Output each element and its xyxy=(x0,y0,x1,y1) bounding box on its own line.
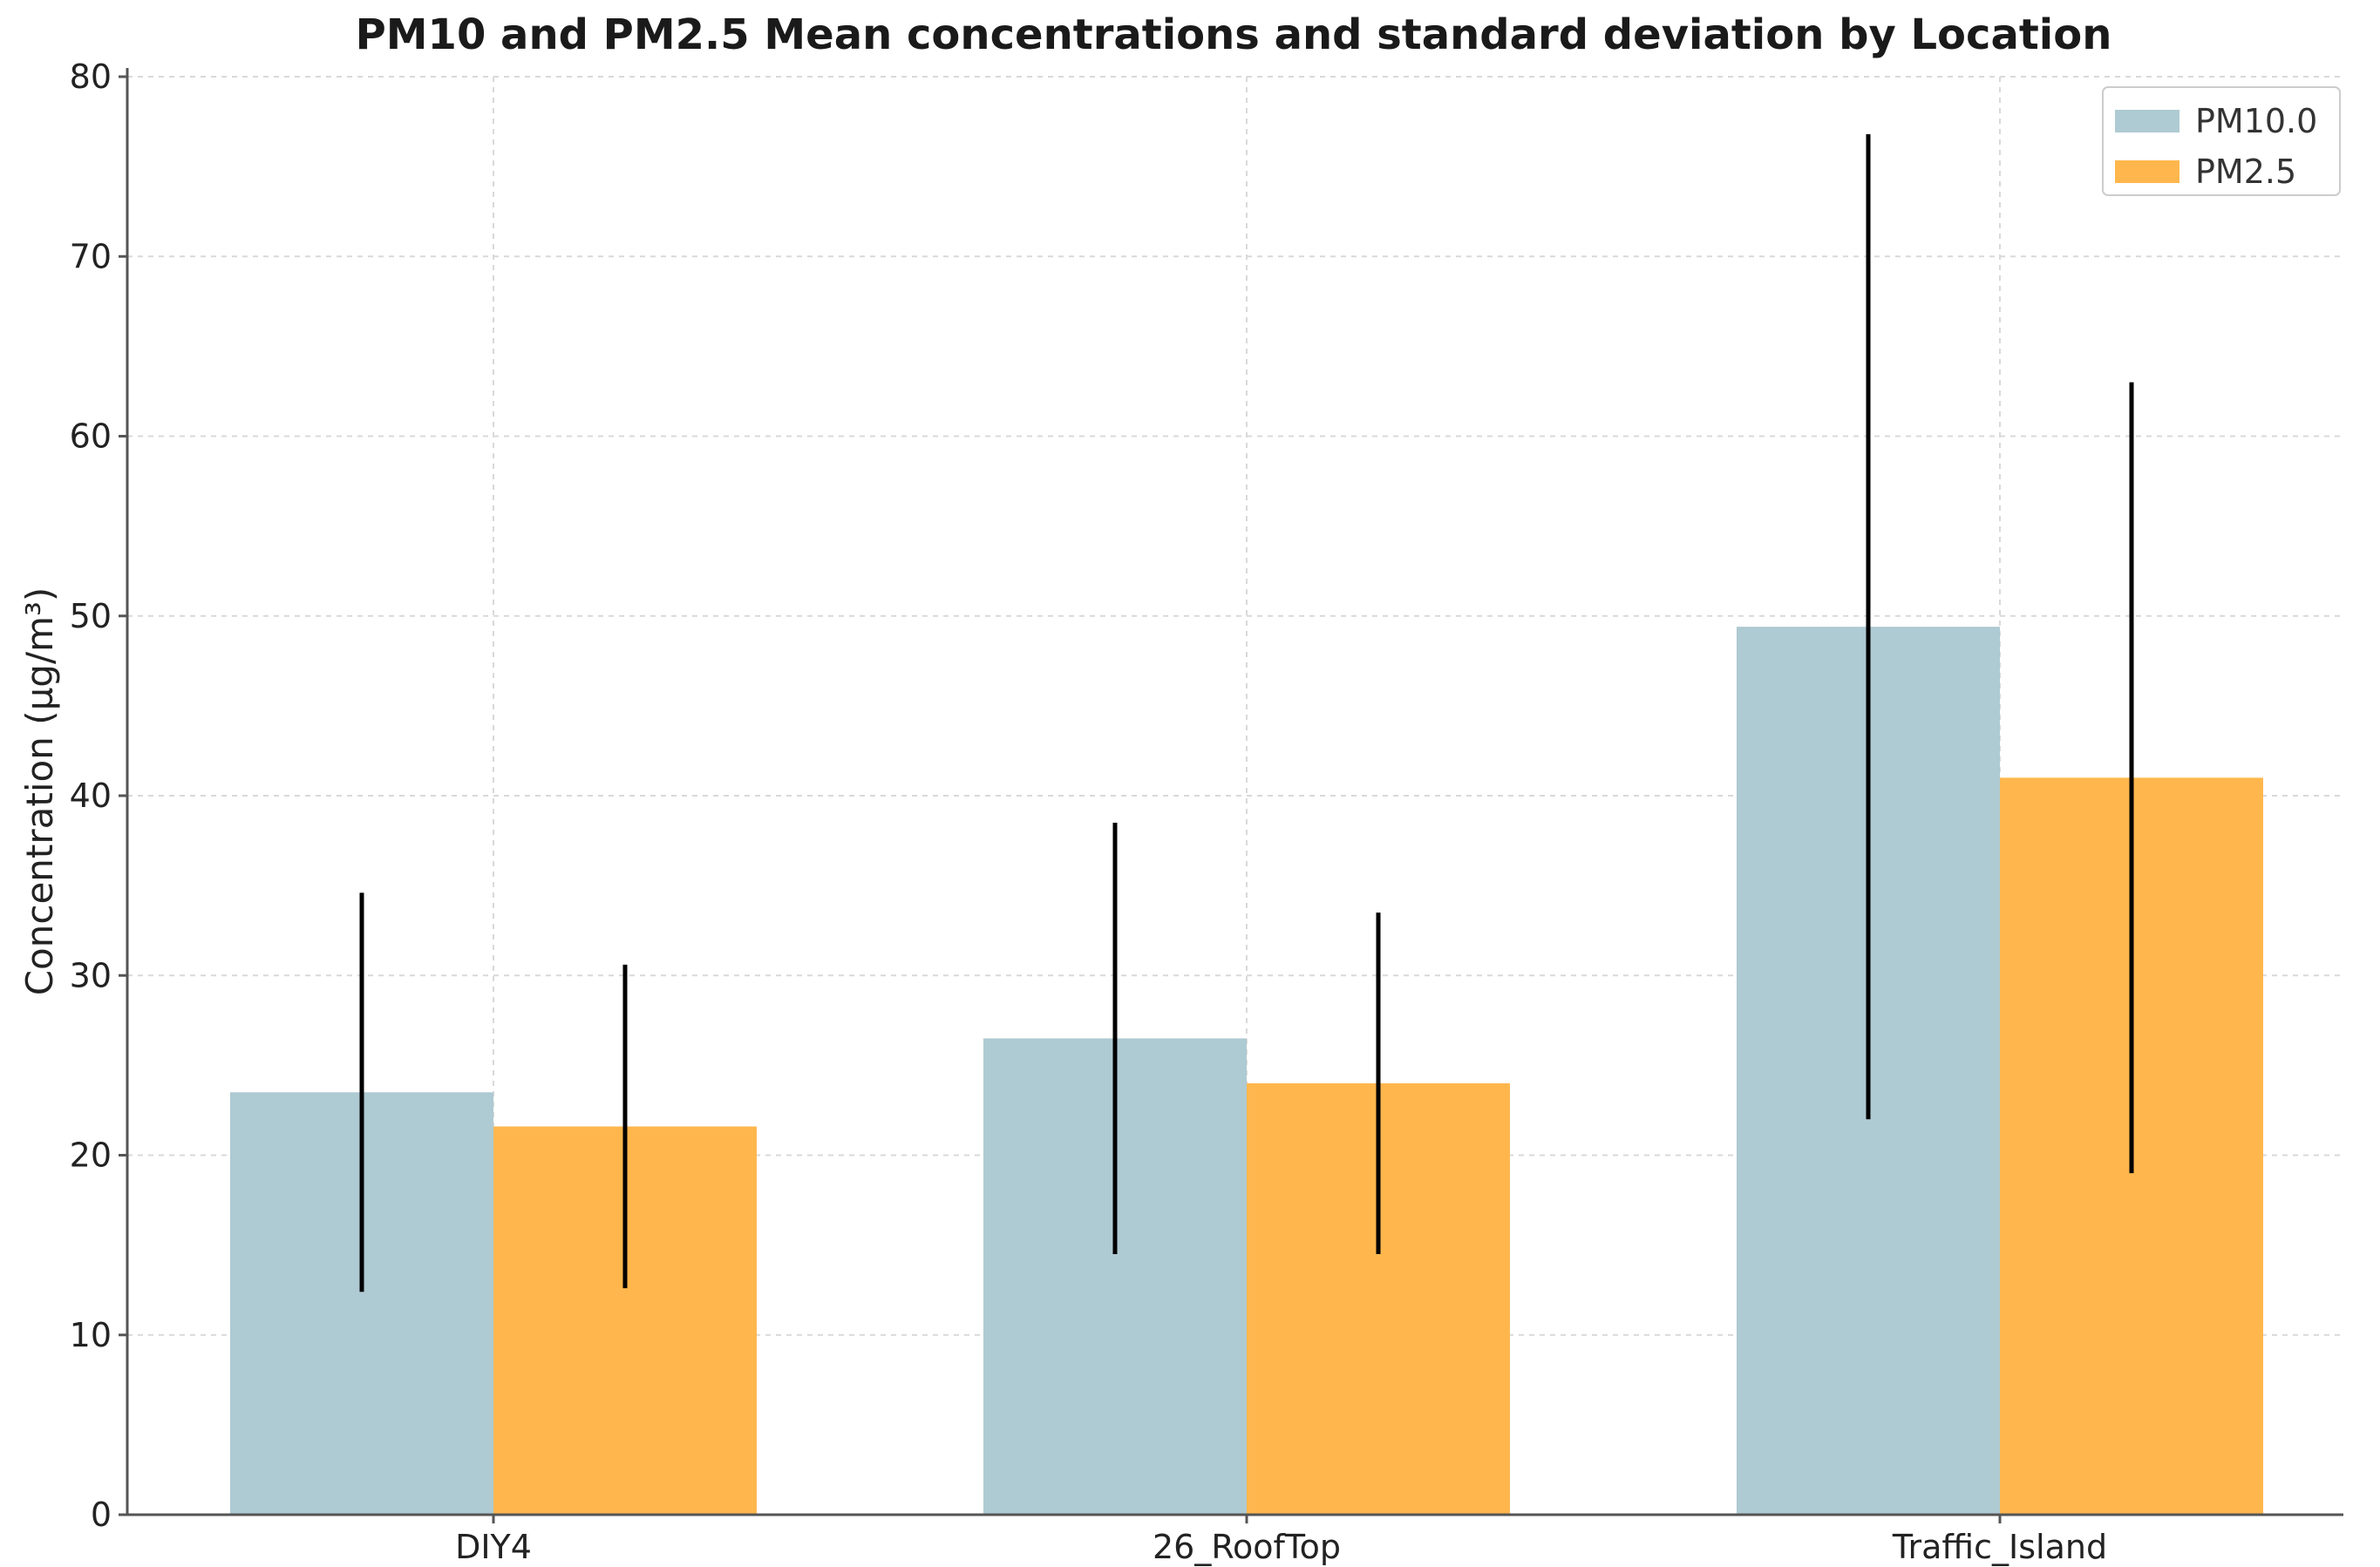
chart-title: PM10 and PM2.5 Mean concentrations and s… xyxy=(356,10,2112,59)
legend: PM10.0 PM2.5 xyxy=(2102,86,2341,196)
y-tick-label: 30 xyxy=(70,956,112,994)
axes: 0 10 20 30 40 50 60 70 80 DIY4 26_RoofTop Traffic_I… xyxy=(70,58,2343,1566)
y-tick-label: 60 xyxy=(70,417,112,456)
legend-swatch-pm25 xyxy=(2115,160,2179,183)
y-tick-label: 50 xyxy=(70,597,112,635)
x-tick-label: Traffic_Island xyxy=(1892,1528,2107,1566)
legend-label: PM10.0 xyxy=(2195,102,2317,140)
legend-swatch-pm100 xyxy=(2115,110,2179,132)
y-tick-label: 0 xyxy=(91,1496,112,1534)
error-bars xyxy=(359,134,2134,1292)
y-tick-label: 20 xyxy=(70,1136,112,1175)
y-axis-label: Concentration (µg/m³) xyxy=(18,587,61,996)
x-tick-label: 26_RoofTop xyxy=(1153,1528,1341,1566)
y-tick-label: 10 xyxy=(70,1316,112,1354)
y-tick-label: 70 xyxy=(70,237,112,275)
x-tick-label: DIY4 xyxy=(455,1528,532,1566)
legend-label: PM2.5 xyxy=(2195,153,2296,191)
y-tick-label: 40 xyxy=(70,777,112,815)
y-tick-label: 80 xyxy=(70,58,112,96)
